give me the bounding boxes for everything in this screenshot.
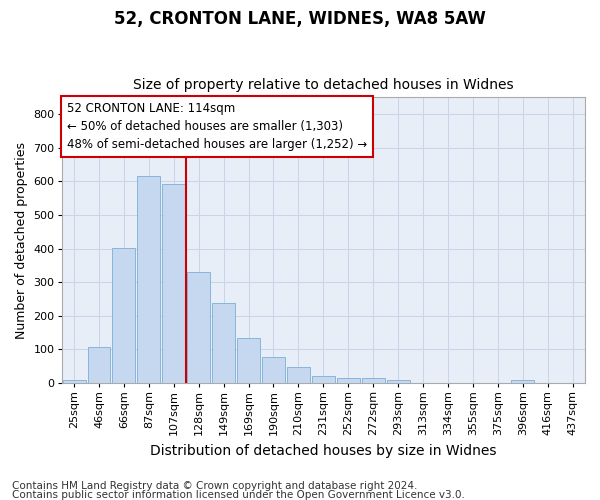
Bar (137, 176, 160, 383)
Bar (337, 378, 359, 383)
Bar (386, 380, 410, 383)
Text: Contains HM Land Registry data © Crown copyright and database right 2024.: Contains HM Land Registry data © Crown c… (12, 481, 418, 491)
Bar (237, 338, 260, 383)
Text: 52 CRONTON LANE: 114sqm
← 50% of detached houses are smaller (1,303)
48% of semi: 52 CRONTON LANE: 114sqm ← 50% of detache… (67, 102, 367, 150)
Text: Contains public sector information licensed under the Open Government Licence v3: Contains public sector information licen… (12, 490, 465, 500)
X-axis label: Distribution of detached houses by size in Widnes: Distribution of detached houses by size … (150, 444, 497, 458)
Bar (62, 380, 86, 383)
Bar (112, 248, 136, 383)
Bar (362, 378, 385, 383)
Y-axis label: Number of detached properties: Number of detached properties (15, 142, 28, 338)
Bar (212, 303, 235, 383)
Bar (88, 347, 110, 383)
Title: Size of property relative to detached houses in Widnes: Size of property relative to detached ho… (133, 78, 514, 92)
Bar (287, 366, 310, 383)
Bar (262, 357, 285, 383)
Text: 52, CRONTON LANE, WIDNES, WA8 5AW: 52, CRONTON LANE, WIDNES, WA8 5AW (114, 10, 486, 28)
Bar (163, 184, 185, 383)
Bar (187, 272, 210, 383)
Bar (312, 376, 335, 383)
Bar (511, 380, 534, 383)
